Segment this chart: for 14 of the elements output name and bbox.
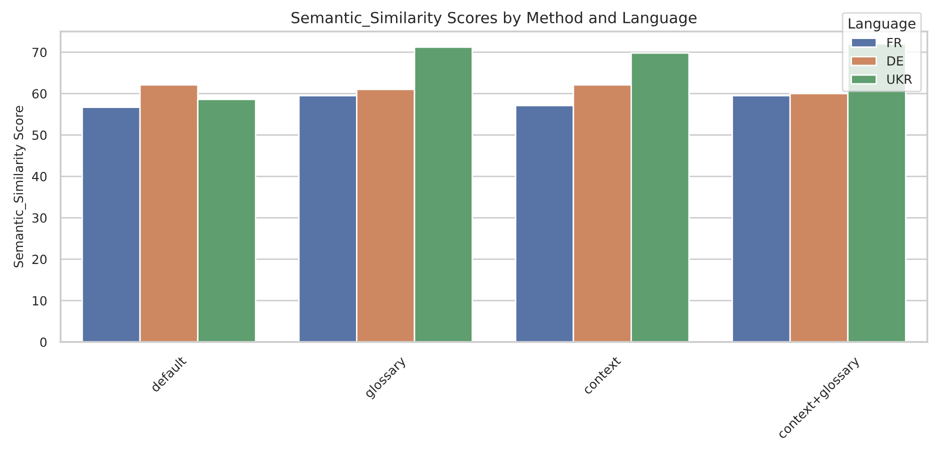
y-tick-label: 60 <box>32 89 47 99</box>
legend-label: UKR <box>887 74 912 84</box>
y-tick-label: 0 <box>40 337 47 347</box>
y-tick-label: 20 <box>32 254 47 264</box>
y-tick-label: 40 <box>32 172 47 182</box>
chart-title: Semantic_Similarity Scores by Method and Language <box>292 12 697 27</box>
legend-title: Language <box>848 18 916 32</box>
y-tick-label: 10 <box>32 296 47 306</box>
y-tick-label: 30 <box>32 213 47 223</box>
legend-label: DE <box>888 56 904 66</box>
legend-label: FR <box>888 38 902 48</box>
y-tick-label: 70 <box>32 48 47 58</box>
y-axis-title: Semantic_Similarity Score <box>13 106 26 268</box>
y-tick-label: 50 <box>32 130 47 140</box>
